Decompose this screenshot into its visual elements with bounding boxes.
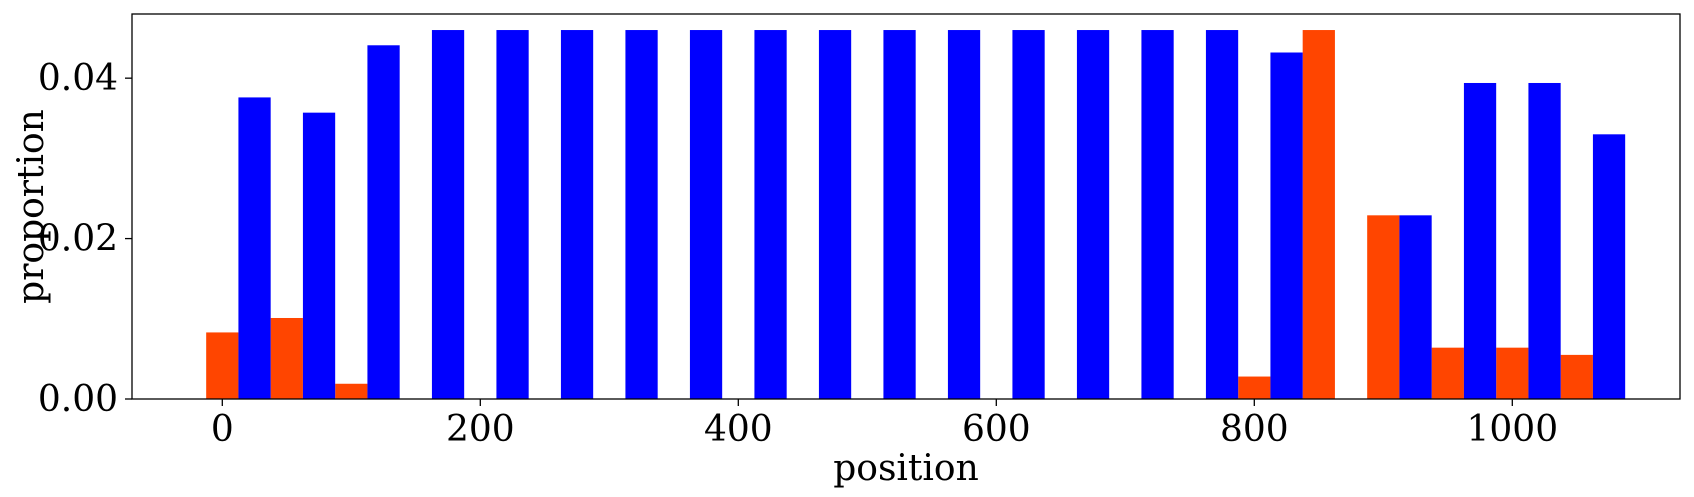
bar-series1-1 [271, 318, 303, 399]
x-tick-label: 0 [211, 409, 234, 450]
bar-series2-13 [1077, 30, 1109, 399]
bar-series2-7 [690, 30, 722, 399]
x-axis-label: position [833, 448, 979, 489]
bar-series2-3 [432, 30, 464, 399]
y-axis-label: proportion [11, 109, 52, 304]
y-tick-label: 0.04 [38, 58, 118, 99]
bar-series2-18 [1464, 83, 1496, 399]
bar-series1-6 [1432, 348, 1464, 399]
bar-series1-5 [1367, 215, 1399, 399]
bar-series1-2 [335, 384, 367, 399]
bar-series2-20 [1593, 134, 1625, 399]
bar-series2-6 [625, 30, 657, 399]
x-tick-label: 200 [446, 409, 515, 450]
bar-series2-14 [1141, 30, 1173, 399]
bar-series1-7 [1496, 348, 1528, 399]
x-axis: 0 200 400 600 800 1000 [211, 399, 1558, 450]
bar-series2-4 [496, 30, 528, 399]
x-tick-label: 800 [1220, 409, 1289, 450]
bar-series1-8 [1561, 355, 1593, 399]
x-tick-label: 600 [962, 409, 1031, 450]
y-tick-label: 0.00 [38, 379, 118, 420]
bar-series2-2 [367, 45, 399, 399]
bar-series2-0 [238, 97, 270, 399]
bar-series2-15 [1206, 30, 1238, 399]
bar-series2-16 [1270, 53, 1302, 400]
bar-series2-17 [1399, 215, 1431, 399]
bar-series1-0 [206, 332, 238, 399]
bar-series2-19 [1528, 83, 1560, 399]
bar-series2-1 [303, 113, 335, 399]
bar-series2-11 [948, 30, 980, 399]
bar-series2-8 [754, 30, 786, 399]
bar-series2-12 [1012, 30, 1044, 399]
bar-series1-3 [1238, 377, 1270, 399]
x-tick-label: 1000 [1466, 409, 1558, 450]
bar-series1-4 [1303, 30, 1335, 399]
bar-series2-9 [819, 30, 851, 399]
bar-series2-10 [883, 30, 915, 399]
x-tick-label: 400 [704, 409, 773, 450]
bars-group [206, 30, 1625, 399]
bar-series2-5 [561, 30, 593, 399]
